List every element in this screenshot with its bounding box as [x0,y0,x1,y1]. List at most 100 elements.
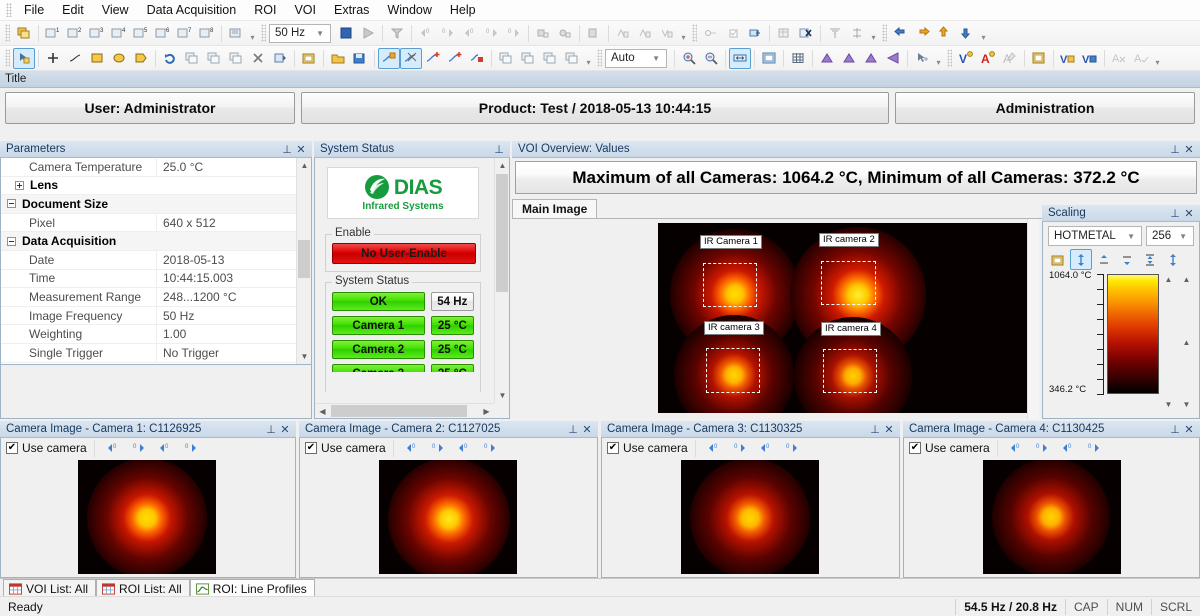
menu-item-help[interactable]: Help [449,3,476,17]
scroll-thumb[interactable] [331,405,467,417]
ellipse-tool-icon[interactable] [108,48,130,69]
scroll-down-arrow-icon[interactable]: ▼ [1182,400,1191,409]
system-status-horizontal-scrollbar[interactable]: ◀ ▶ [315,403,494,418]
toolbar-grip-tools[interactable] [5,49,10,67]
tab-roi-list[interactable]: ROI List: All [96,579,190,598]
copy-document-icon[interactable] [13,23,35,44]
toolbar-overflow-chevron[interactable] [583,48,594,69]
profile-2-icon[interactable] [838,48,860,69]
use-camera-3-checkbox[interactable]: ✔ [607,442,619,454]
scale-max-icon[interactable] [1093,249,1115,270]
toolbar-overflow-chevron[interactable] [868,23,879,44]
parameters-vertical-scrollbar[interactable]: ▲ ▼ [296,158,311,364]
roi-properties-icon[interactable] [298,48,320,69]
scale-lower-spinner[interactable]: ▲ ▲ ▼ [1179,272,1195,412]
annotation-add-icon[interactable]: A [977,48,999,69]
step-back-fast-icon[interactable]: 0 [415,23,437,44]
pin-icon[interactable]: ⊥ [870,423,880,436]
copy-roi-1-icon[interactable] [181,48,203,69]
arrow-right-icon[interactable] [912,23,934,44]
paste-roi-icon[interactable] [269,48,291,69]
scroll-up-arrow-icon-2[interactable]: ▲ [1182,337,1191,347]
profile-1-icon[interactable] [816,48,838,69]
select-tool-icon[interactable] [13,47,35,69]
pin-icon[interactable]: ⊥ [266,423,276,436]
marker-set-icon[interactable] [583,23,605,44]
doc-6-icon[interactable]: 6 [152,23,174,44]
menu-item-roi[interactable]: ROI [254,3,277,17]
profile-4-icon[interactable] [882,48,904,69]
camera-3-image[interactable] [681,460,819,574]
scroll-up-arrow-icon[interactable]: ▲ [498,161,507,170]
camera-panel-3-titlebar[interactable]: Camera Image - Camera 3: C1130325 ⊥ ✕ [601,421,900,438]
open-voi-icon[interactable]: V [1057,48,1079,69]
scroll-down-arrow-icon[interactable]: ▼ [300,352,309,361]
roi-box-camera-3[interactable] [706,348,760,393]
camera-2-image[interactable] [379,460,517,574]
menu-item-view[interactable]: View [101,3,129,17]
clear-text-icon[interactable]: A [1108,48,1130,69]
step-back-icon[interactable]: 0 [755,438,777,459]
close-icon[interactable]: ✕ [280,423,290,436]
scroll-up-arrow-icon[interactable]: ▲ [300,161,309,170]
status-camera-2-indicator[interactable]: Camera 2 [332,340,425,359]
voi-overview-titlebar[interactable]: VOI Overview: Values ⊥ ✕ [512,141,1200,158]
menu-item-edit[interactable]: Edit [62,3,84,17]
roi-circle-icon[interactable] [700,23,722,44]
doc-properties-icon[interactable] [225,23,247,44]
report-icon[interactable] [1028,48,1050,69]
expander-minus-icon[interactable] [7,199,16,209]
play-icon[interactable] [357,23,379,44]
scaling-panel-titlebar[interactable]: Scaling ⊥ ✕ [1042,205,1200,222]
system-status-vertical-scrollbar[interactable]: ▲ ▼ [494,158,509,403]
palette-properties-icon[interactable] [1047,249,1069,270]
camera-panel-4-titlebar[interactable]: Camera Image - Camera 4: C1130425 ⊥ ✕ [903,421,1200,438]
color-bar[interactable] [1107,274,1159,394]
scroll-up-arrow-icon[interactable]: ▲ [1164,275,1173,284]
param-row-time[interactable]: Time 10:44:15.003 [1,269,296,289]
undo-roi-icon[interactable] [159,48,181,69]
layer-3-icon[interactable] [539,48,561,69]
use-camera-4-checkbox[interactable]: ✔ [909,442,921,454]
delete-roi-icon[interactable] [247,48,269,69]
menu-item-data-acquisition[interactable]: Data Acquisition [146,3,237,17]
zoom-out-icon[interactable] [700,48,722,69]
step-back-icon[interactable]: 0 [154,438,176,459]
step-fwd-icon[interactable]: 0 [180,438,202,459]
pointer-icon[interactable] [911,48,933,69]
status-camera-3-indicator[interactable]: Camera 3 [332,364,425,372]
use-camera-1-checkbox[interactable]: ✔ [6,442,18,454]
toolbar-grip-zoom[interactable] [597,49,602,67]
user-button[interactable]: User: Administrator [5,92,295,124]
param-category-document-size[interactable]: Document Size [1,195,296,214]
zoom-combo[interactable]: Auto ▼ [605,48,667,68]
doc-4-icon[interactable]: 4 [108,23,130,44]
step-fwd-fast-icon[interactable]: 0 [427,438,449,459]
close-icon[interactable]: ✕ [1184,143,1194,156]
param-row-image-frequency[interactable]: Image Frequency 50 Hz [1,306,296,326]
camera-1-image[interactable] [78,460,216,574]
status-camera-3-temp[interactable]: 25 °C [430,364,474,372]
copy-roi-3-icon[interactable] [225,48,247,69]
add-voi-icon[interactable] [422,48,444,69]
step-fwd-icon[interactable]: 0 [479,438,501,459]
seq-c-icon[interactable] [656,23,678,44]
voi-link-2-icon[interactable] [400,47,422,69]
main-image-vertical-scrollbar[interactable] [1027,219,1039,419]
seq-a-icon[interactable] [612,23,634,44]
close-icon[interactable]: ✕ [296,143,306,156]
marker-a-icon[interactable] [532,23,554,44]
status-camera-1-indicator[interactable]: Camera 1 [332,316,425,335]
toolbar-overflow-chevron[interactable] [933,48,944,69]
layer-4-icon[interactable] [561,48,583,69]
toolbar-grip-annotations[interactable] [947,49,952,67]
close-icon[interactable]: ✕ [884,423,894,436]
status-camera-2-temp[interactable]: 25 °C [430,340,474,359]
step-fwd-fast-icon[interactable]: 0 [128,438,150,459]
scroll-thumb[interactable] [496,174,508,292]
menu-drag-grip[interactable] [6,3,12,17]
level-mid-icon[interactable] [846,23,868,44]
step-back-fast-icon[interactable]: 0 [1005,438,1027,459]
copy-roi-2-icon[interactable] [203,48,225,69]
step-back-icon[interactable]: 0 [453,438,475,459]
